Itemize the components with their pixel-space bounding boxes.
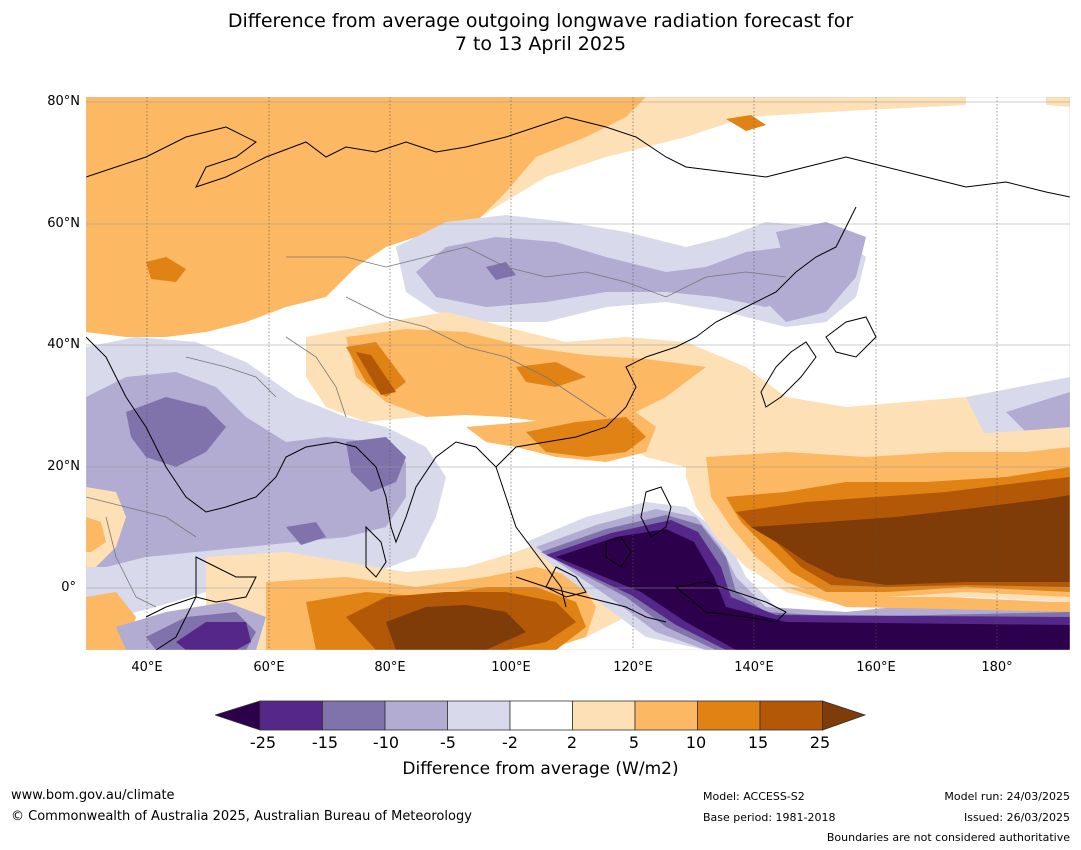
colorbar-bin-5	[509, 700, 573, 731]
anomaly-map	[85, 96, 1071, 651]
colorbar-bin-8	[697, 700, 761, 731]
colorbar-tick: 5	[628, 733, 640, 752]
footer-model: Model: ACCESS-S2	[703, 790, 805, 803]
lon-label-60e: 60°E	[253, 660, 285, 675]
lon-label-140e: 140°E	[734, 660, 774, 675]
title-line-2: 7 to 13 April 2025	[454, 33, 627, 55]
colorbar-tick: 25	[809, 733, 831, 752]
lat-label-0: 0°	[61, 580, 76, 595]
lon-label-120e: 120°E	[613, 660, 653, 675]
colorbar-label: Difference from average (W/m2)	[402, 759, 679, 779]
colorbar-bin-2	[322, 700, 386, 731]
lon-label-100e: 100°E	[491, 660, 531, 675]
title-line-1: Difference from average outgoing longwav…	[227, 10, 854, 32]
colorbar-tick: -10	[372, 733, 400, 752]
colorbar-tick: 15	[747, 733, 769, 752]
colorbar-bin-6	[572, 700, 636, 731]
colorbar-bin-4	[447, 700, 511, 731]
footer-issued: Issued: 26/03/2025	[963, 811, 1070, 824]
lon-label-180: 180°	[981, 660, 1013, 675]
country-borders	[85, 246, 787, 608]
lat-label-80n: 80°N	[47, 94, 80, 109]
colorbar-tick: -5	[440, 733, 456, 752]
footer-copyright: © Commonwealth of Australia 2025, Austra…	[11, 809, 472, 824]
colorbar-tick: -15	[311, 733, 339, 752]
footer-url[interactable]: www.bom.gov.au/climate	[11, 788, 175, 803]
lon-label-80e: 80°E	[374, 660, 406, 675]
colorbar-extend-low	[215, 700, 261, 731]
lat-label-40n: 40°N	[47, 337, 80, 352]
colorbar	[215, 700, 867, 731]
colorbar-tick: -2	[502, 733, 518, 752]
colorbar-tick: 2	[566, 733, 578, 752]
map-panel[interactable]	[85, 96, 1071, 651]
colorbar-extend-high	[822, 700, 867, 731]
lon-label-40e: 40°E	[131, 660, 163, 675]
colorbar-bin-7	[634, 700, 698, 731]
colorbar-tick: 10	[685, 733, 707, 752]
footer-base-period: Base period: 1981-2018	[703, 811, 836, 824]
footer-boundaries-note: Boundaries are not considered authoritat…	[826, 831, 1070, 844]
footer-model-run: Model run: 24/03/2025	[944, 790, 1070, 803]
colorbar-bin-1	[259, 700, 323, 731]
lat-label-20n: 20°N	[47, 459, 80, 474]
lat-label-60n: 60°N	[47, 216, 80, 231]
map-title: Difference from average outgoing longwav…	[0, 10, 1081, 56]
coastlines	[85, 116, 1071, 651]
colorbar-tick: -25	[249, 733, 277, 752]
graticule	[146, 97, 998, 650]
colorbar-bin-9	[759, 700, 823, 731]
colorbar-bin-3	[384, 700, 448, 731]
lon-label-160e: 160°E	[856, 660, 896, 675]
